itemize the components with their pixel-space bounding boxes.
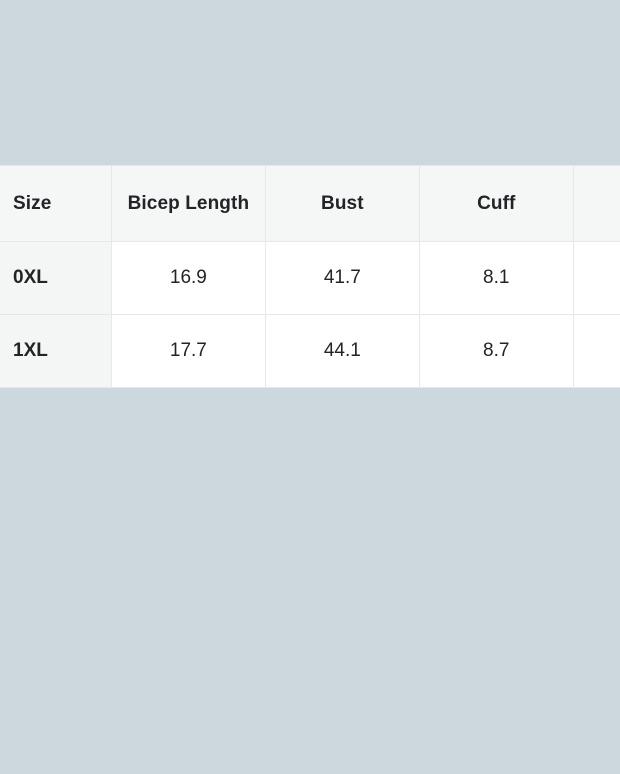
column-header-size: Size [0, 165, 112, 242]
cell-cuff: 8.7 [419, 314, 574, 388]
cell-length: 46.9 [573, 241, 620, 315]
size-chart-container: Size Bicep Length Bust Cuff Length 0XL 1… [0, 165, 620, 388]
column-header-length: Length [573, 165, 620, 242]
column-header-bust: Bust [265, 165, 420, 242]
cell-length: 47.6 [573, 314, 620, 388]
cell-bicep-length: 17.7 [111, 314, 266, 388]
size-chart-table: Size Bicep Length Bust Cuff Length 0XL 1… [0, 165, 620, 388]
column-header-bicep-length: Bicep Length [111, 165, 266, 242]
table-header-row: Size Bicep Length Bust Cuff Length [0, 165, 620, 242]
table-header: Size Bicep Length Bust Cuff Length [0, 165, 620, 242]
cell-size: 1XL [0, 314, 112, 388]
column-header-cuff: Cuff [419, 165, 574, 242]
cell-bust: 44.1 [265, 314, 420, 388]
cell-bicep-length: 16.9 [111, 241, 266, 315]
table-body: 0XL 16.9 41.7 8.1 46.9 1XL 17.7 44.1 8.7… [0, 241, 620, 388]
table-row: 0XL 16.9 41.7 8.1 46.9 [0, 241, 620, 315]
table-row: 1XL 17.7 44.1 8.7 47.6 [0, 314, 620, 388]
cell-size: 0XL [0, 241, 112, 315]
cell-cuff: 8.1 [419, 241, 574, 315]
cell-bust: 41.7 [265, 241, 420, 315]
